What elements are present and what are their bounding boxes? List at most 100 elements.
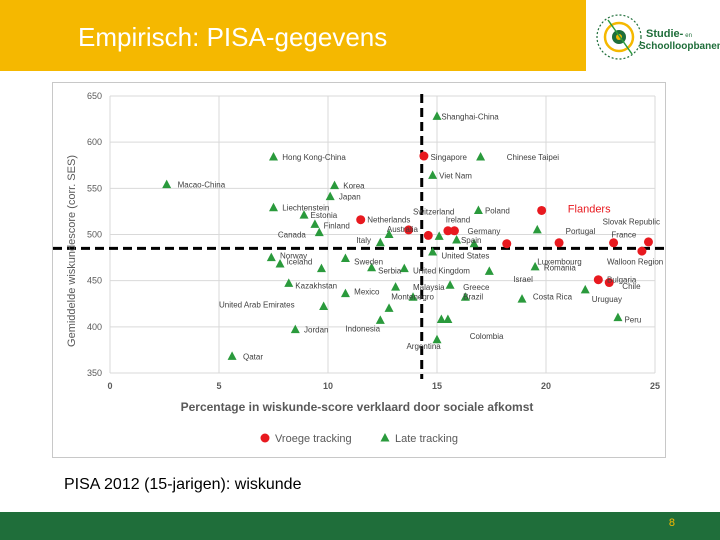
point-labels: Shanghai-China Hong Kong-China Singapore Ch… [178, 112, 664, 361]
point-label: Peru [624, 315, 641, 324]
point-label: Chile [622, 282, 641, 291]
late-tracking-point [460, 292, 470, 301]
y-tick-label: 350 [87, 368, 102, 378]
x-tick-label: 15 [432, 381, 442, 391]
late-tracking-point [517, 294, 527, 303]
late-tracking-point [408, 292, 418, 301]
point-label: Brazil [463, 292, 483, 301]
early-tracking-point [443, 226, 453, 236]
late-tracking-point [367, 262, 377, 272]
late-tracking-point [428, 170, 438, 179]
x-axis-label: Percentage in wiskunde-score verklaard d… [181, 400, 534, 414]
point-label: Switzerland [413, 207, 454, 216]
logo-text-line1: Studie-en [646, 28, 692, 40]
logo-line1: Studie- [646, 28, 684, 40]
x-tick-label: 5 [216, 381, 221, 391]
early-tracking-point [643, 237, 653, 247]
point-label: Viet Nam [439, 171, 472, 180]
late-tracking-point [443, 314, 453, 323]
point-label: Montenegro [391, 292, 434, 301]
point-label: Singapore [430, 153, 467, 162]
point-label: Italy [356, 236, 371, 245]
point-label: Canada [278, 231, 307, 240]
late-tracking-point [436, 314, 446, 323]
logo-mark-icon [596, 14, 642, 60]
point-label: Poland [485, 206, 510, 215]
chart-frame: 350 400 450 500 550 600 650 0 5 10 15 20 25 Shanghai… [52, 82, 666, 458]
early-tracking-point [637, 246, 647, 256]
x-tick-label: 0 [107, 381, 112, 391]
late-tracking-point [580, 284, 590, 294]
point-label: Iceland [287, 257, 313, 266]
late-tracking-point [284, 278, 294, 287]
late-tracking-point [275, 259, 285, 268]
late-tracking-point [384, 303, 394, 312]
logo-text-line2: Schoolloopbanen [639, 41, 720, 52]
point-label: Jordan [304, 326, 328, 335]
scatter-chart: 350 400 450 500 550 600 650 0 5 10 15 20 25 Shanghai… [53, 91, 665, 445]
point-label: Japan [339, 193, 361, 202]
late-tracking-point [227, 351, 237, 360]
page-title: Empirisch: PISA-gegevens [78, 22, 388, 52]
x-tick-label: 20 [541, 381, 551, 391]
point-label: Serbia [378, 267, 402, 276]
grid [109, 95, 656, 374]
tick-labels: 350 400 450 500 550 600 650 0 5 10 15 20 25 [87, 91, 660, 391]
late-tracking-point [319, 301, 329, 311]
late-tracking-point [428, 247, 438, 256]
x-tick-label: 25 [650, 381, 660, 391]
late-tracking-point [290, 324, 300, 334]
y-tick-label: 500 [87, 230, 102, 240]
point-label: Australia [387, 225, 419, 234]
logo: Studie-en Schoolloopbanen [586, 0, 720, 71]
early-tracking-point [593, 275, 603, 285]
late-tracking-point [316, 263, 326, 273]
point-label: Germany [468, 227, 501, 236]
late-tracking-point [162, 179, 172, 189]
legend: Vroege tracking Late tracking [260, 433, 458, 445]
late-tracking-point [445, 280, 455, 289]
footer-bar [0, 512, 720, 540]
point-label: Slovak Republic [603, 218, 660, 227]
point-label: Hong Kong-China [282, 153, 346, 162]
y-tick-label: 450 [87, 276, 102, 286]
late-tracking-point [325, 191, 335, 201]
point-label: Greece [463, 283, 490, 292]
legend-late-marker [380, 433, 390, 442]
late-tracking-point [469, 238, 479, 248]
point-label: Macao-China [178, 181, 226, 190]
late-tracking-point [391, 282, 401, 291]
slide-caption: PISA 2012 (15-jarigen): wiskunde [64, 476, 302, 493]
y-tick-label: 550 [87, 183, 102, 193]
point-label: Bulgaria [607, 276, 637, 285]
late-tracking-point [330, 180, 340, 190]
point-label: Uruguay [592, 295, 622, 304]
y-axis-label: Gemiddelde wiskundescore (corr. SES) [66, 155, 78, 347]
point-label: Shanghai-China [441, 112, 499, 121]
late-tracking-point [384, 229, 394, 238]
early-tracking-point [423, 230, 433, 240]
point-label: Finland [324, 221, 350, 230]
late-tracking-point [432, 334, 442, 344]
late-tracking-point [375, 315, 385, 324]
early-tracking-point [356, 215, 366, 225]
late-tracking-point [375, 237, 385, 247]
logo-line1b: en [685, 33, 692, 39]
point-label: Korea [343, 182, 365, 191]
legend-early-marker [260, 433, 270, 443]
point-label: Colombia [470, 332, 504, 341]
late-tracking-point [613, 312, 623, 322]
point-label: Liechtenstein [282, 204, 329, 213]
point-label: Walloon Region [607, 257, 663, 266]
early-tracking-point [609, 238, 619, 248]
point-label: Indonesia [345, 325, 380, 334]
point-label: United Kingdom [413, 267, 470, 276]
late-tracking-point [269, 151, 278, 161]
late-tracking-point [314, 227, 324, 237]
early-tracking-point [502, 239, 512, 249]
point-label: Netherlands [367, 216, 410, 225]
late-tracking-point [340, 253, 350, 263]
point-label: Portugal [566, 227, 596, 236]
y-tick-label: 400 [87, 322, 102, 332]
point-label: Romania [544, 264, 577, 273]
